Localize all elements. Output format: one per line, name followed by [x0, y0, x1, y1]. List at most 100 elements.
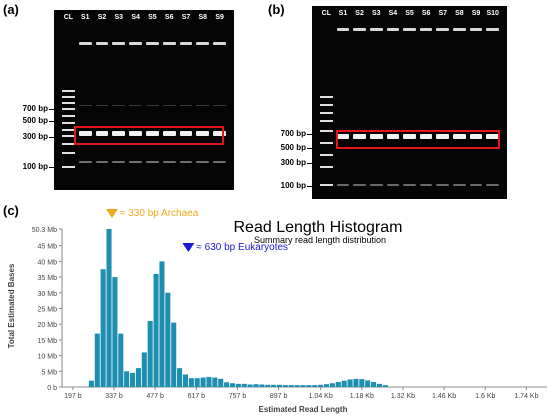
ladder-band	[320, 104, 333, 106]
ladder-band	[320, 142, 333, 144]
ladder-band	[320, 96, 333, 98]
histogram-bar	[135, 368, 141, 387]
sample-band	[336, 184, 350, 186]
histogram-bar	[306, 385, 312, 387]
sample-band	[213, 131, 226, 136]
gel-image-b: CL S1 S2 S3 S4 S5 S6 S7 S8 S9 S10	[312, 6, 507, 199]
ladder-band	[62, 108, 75, 110]
well-band	[196, 42, 210, 45]
marker-tick	[49, 109, 55, 110]
histogram-bar	[382, 385, 388, 387]
marker-label: 500 bp	[280, 143, 306, 152]
chart-subtitle: Summary read length distribution	[254, 235, 386, 245]
y-tick-label: 10 Mb	[38, 354, 58, 361]
ladder-band	[62, 96, 75, 98]
x-tick-label: 1.46 Kb	[432, 393, 456, 400]
histogram-bar	[271, 384, 277, 387]
marker-tick	[49, 121, 55, 122]
gel-image-a: CL S1 S2 S3 S4 S5 S6 S7 S8 S9	[54, 10, 234, 190]
histogram-bar	[259, 384, 265, 387]
marker-tick	[49, 137, 55, 138]
histogram-bar	[218, 378, 224, 387]
sample-band	[353, 134, 366, 139]
x-tick-label: 337 b	[105, 393, 123, 400]
marker-tick	[49, 167, 55, 168]
x-tick-label: 617 b	[188, 393, 206, 400]
sample-band	[112, 105, 126, 106]
marker-tick	[307, 148, 313, 149]
histogram-bar	[282, 385, 288, 387]
ladder-band	[62, 129, 75, 131]
well-band	[436, 28, 450, 31]
ladder-band	[62, 90, 75, 92]
lane-label-s6: S6	[421, 10, 431, 17]
x-tick-label: 1.04 Kb	[309, 393, 333, 400]
well-band	[469, 28, 483, 31]
histogram-bar	[88, 380, 94, 387]
lane-label-cl: CL	[63, 14, 74, 21]
histogram-bar	[188, 378, 194, 387]
marker-tick	[307, 134, 313, 135]
sample-band	[453, 184, 466, 186]
lane-label-s7: S7	[181, 14, 191, 21]
y-axis-label: Total Estimated Bases	[7, 263, 16, 348]
archaea-marker-icon	[105, 209, 118, 218]
histogram-bar	[118, 333, 124, 387]
lane-label-s2: S2	[355, 10, 364, 17]
histogram-bar	[312, 385, 318, 387]
histogram-bar	[141, 352, 147, 387]
lane-label-s3: S3	[371, 10, 381, 17]
sample-band	[403, 184, 416, 186]
panel-b-label: (b)	[268, 2, 285, 17]
x-tick-label: 897 b	[270, 393, 288, 400]
lane-label-s4: S4	[131, 14, 140, 21]
sample-band	[436, 184, 450, 186]
histogram-bar	[335, 381, 341, 387]
histogram-bar	[318, 384, 324, 387]
histogram-bar	[194, 378, 200, 387]
y-tick-label: 25 Mb	[38, 306, 58, 313]
panel-a-label: (a)	[3, 2, 19, 17]
sample-band	[336, 134, 350, 139]
histogram-bar	[365, 380, 371, 387]
ladder-band	[62, 152, 75, 154]
lane-label-s8: S8	[198, 14, 208, 21]
x-tick-label: 1.18 Kb	[350, 393, 374, 400]
well-band	[486, 28, 499, 31]
sample-band	[78, 161, 92, 163]
marker-label: 300 bp	[280, 158, 306, 167]
sample-band	[196, 161, 210, 163]
well-band	[453, 28, 466, 31]
well-band	[179, 42, 193, 45]
sample-band	[469, 184, 483, 186]
histogram-bar	[300, 385, 306, 387]
histogram-bar	[235, 383, 241, 387]
sample-band	[369, 134, 383, 139]
x-tick-label: 1.6 Kb	[475, 393, 495, 400]
y-tick-label: 45 Mb	[38, 244, 58, 251]
y-tick-label: 0 b	[47, 385, 57, 392]
sample-band	[419, 184, 433, 186]
ladder-band	[62, 122, 75, 124]
sample-band	[486, 134, 499, 139]
marker-label: 500 bp	[22, 116, 48, 125]
histogram-bar	[147, 321, 153, 387]
ladder-band	[320, 120, 333, 122]
lane-label-s9: S9	[215, 14, 224, 21]
sample-band	[386, 134, 400, 139]
ladder-band	[62, 102, 75, 104]
x-tick-label: 477 b	[146, 393, 164, 400]
histogram-bar	[324, 384, 330, 387]
sample-band	[162, 105, 176, 106]
eukaryote-marker-icon	[182, 243, 195, 252]
histogram-bar	[224, 382, 230, 387]
well-band	[78, 42, 92, 45]
eukaryote-annotation: ≈ 630 bp Eukaryotes	[196, 242, 288, 253]
histogram-bar	[347, 379, 353, 387]
histogram-bar	[353, 378, 359, 387]
histogram-bar	[376, 383, 382, 387]
ladder-band	[62, 135, 75, 137]
x-tick-label: 1.32 Kb	[391, 393, 415, 400]
sample-band	[95, 161, 109, 163]
lane-label-s3: S3	[114, 14, 124, 21]
